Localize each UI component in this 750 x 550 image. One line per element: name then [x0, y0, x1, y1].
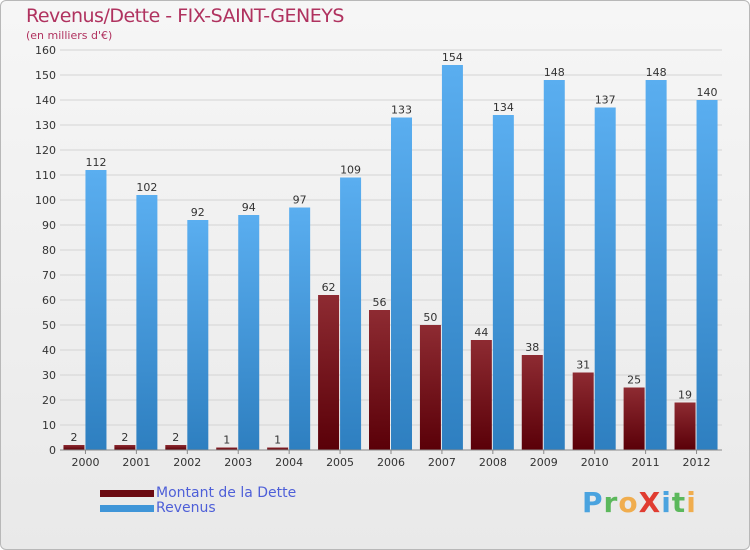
data-label: 154 — [442, 51, 463, 64]
bar-dette — [114, 445, 136, 450]
y-tick-label: 150 — [35, 69, 56, 82]
bar-revenus — [543, 80, 565, 450]
bar-revenus — [289, 207, 311, 450]
x-tick-label: 2002 — [173, 456, 201, 469]
x-tick-label: 2010 — [581, 456, 609, 469]
x-tick-label: 2011 — [632, 456, 660, 469]
chart-subtitle: (en milliers d'€) — [26, 29, 113, 42]
x-tick-label: 2005 — [326, 456, 354, 469]
x-tick-label: 2000 — [71, 456, 99, 469]
bar-dette — [470, 340, 492, 450]
bar-dette — [267, 447, 289, 450]
data-label: 92 — [191, 206, 205, 219]
bar-revenus — [85, 170, 107, 450]
y-tick-label: 10 — [42, 419, 56, 432]
y-axis-ticks: 0 10 20 30 40 50 60 70 80 90 100 110 120 130 140 150 160 — [35, 44, 56, 457]
bar-revenus — [492, 115, 514, 450]
y-tick-label: 140 — [35, 94, 56, 107]
bar-revenus — [696, 100, 718, 450]
bar-dette — [63, 445, 85, 450]
x-tick-label: 2012 — [683, 456, 711, 469]
bar-dette — [521, 355, 543, 450]
data-label: 31 — [576, 359, 590, 372]
legend-label-debt: Montant de la Dette — [156, 485, 297, 501]
legend-label-revenus: Revenus — [156, 500, 216, 516]
data-label: 109 — [340, 164, 361, 177]
data-label: 112 — [85, 156, 106, 169]
legend-swatch-debt — [100, 490, 154, 497]
chart-title: Revenus/Dette - FIX-SAINT-GENEYS — [26, 5, 344, 27]
x-tick-label: 2009 — [530, 456, 558, 469]
data-label: 2 — [121, 431, 128, 444]
x-tick-label: 2008 — [479, 456, 507, 469]
bar-dette — [165, 445, 187, 450]
y-tick-label: 130 — [35, 119, 56, 132]
y-tick-label: 160 — [35, 44, 56, 57]
bar-revenus — [441, 65, 463, 450]
y-tick-label: 80 — [42, 244, 56, 257]
x-tick-label: 2007 — [428, 456, 456, 469]
data-label: 140 — [697, 86, 718, 99]
x-tick-label: 2006 — [377, 456, 405, 469]
data-label: 148 — [646, 66, 667, 79]
data-label: 2 — [70, 431, 77, 444]
data-labels: 2 112 2 102 2 92 1 94 1 97 62 109 56 133 50 154 44 134 38 1… — [70, 51, 717, 447]
data-label: 134 — [493, 101, 514, 114]
data-label: 50 — [423, 311, 437, 324]
y-tick-label: 30 — [42, 369, 56, 382]
bar-revenus — [391, 117, 412, 450]
bar-revenus — [238, 215, 260, 450]
bar-revenus — [340, 177, 362, 450]
x-axis-ticks: 2000 2001 2002 2003 2004 2005 2006 2007 2008 2009… — [71, 450, 711, 469]
data-label: 44 — [474, 326, 488, 339]
data-label: 38 — [525, 341, 539, 354]
y-tick-label: 50 — [42, 319, 56, 332]
data-label: 102 — [136, 181, 157, 194]
y-tick-label: 110 — [35, 169, 56, 182]
data-label: 97 — [293, 194, 307, 207]
bar-dette — [318, 295, 340, 450]
bar-revenus — [187, 220, 209, 450]
bar-dette — [369, 310, 390, 450]
y-tick-label: 40 — [42, 344, 56, 357]
legend-swatch-revenus — [100, 505, 154, 512]
bar-revenus — [136, 195, 158, 450]
data-label: 1 — [223, 434, 230, 447]
data-label: 148 — [544, 66, 565, 79]
x-tick-label: 2001 — [122, 456, 150, 469]
data-label: 2 — [172, 431, 179, 444]
bar-revenus — [645, 80, 667, 450]
data-label: 1 — [274, 434, 281, 447]
y-tick-label: 20 — [42, 394, 56, 407]
data-label: 94 — [242, 201, 256, 214]
data-label: 56 — [373, 296, 387, 309]
x-tick-label: 2004 — [275, 456, 303, 469]
bar-dette — [216, 447, 238, 450]
data-label: 62 — [322, 281, 336, 294]
bar-dette — [572, 372, 594, 450]
bar-dette — [419, 325, 441, 450]
x-tick-label: 2003 — [224, 456, 252, 469]
y-tick-label: 100 — [35, 194, 56, 207]
data-label: 133 — [391, 104, 412, 117]
data-label: 19 — [678, 389, 692, 402]
y-tick-label: 120 — [35, 144, 56, 157]
bar-revenus — [594, 107, 616, 450]
y-tick-label: 70 — [42, 269, 56, 282]
bar-dette — [674, 402, 696, 450]
data-label: 25 — [627, 374, 641, 387]
y-tick-label: 0 — [49, 444, 56, 457]
bar-series — [63, 65, 718, 450]
bar-dette — [623, 387, 645, 450]
y-tick-label: 60 — [42, 294, 56, 307]
proxiti-logo: ProXiti — [582, 486, 697, 519]
y-tick-label: 90 — [42, 219, 56, 232]
data-label: 137 — [595, 94, 616, 107]
